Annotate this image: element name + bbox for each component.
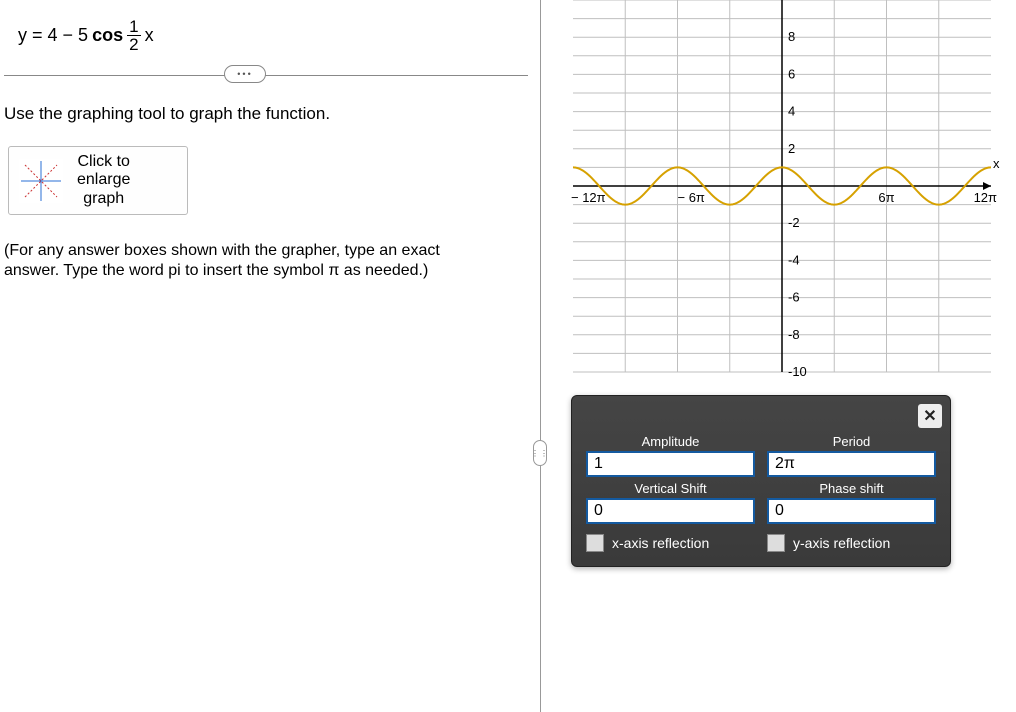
amplitude-input[interactable] [586,451,755,477]
hint-line2: answer. Type the word pi to insert the s… [4,262,428,279]
xreflect-row[interactable]: x-axis reflection [586,534,755,552]
yreflect-checkbox[interactable] [767,534,785,552]
amplitude-label: Amplitude [586,434,755,449]
equation-func: cos [92,25,123,46]
enlarge-line1: Click to [77,153,130,171]
pshift-label: Phase shift [767,481,936,496]
svg-text:-10: -10 [788,364,807,379]
equation-fraction: 1 2 [127,18,140,53]
separator [4,75,528,76]
xreflect-checkbox[interactable] [586,534,604,552]
vshift-label: Vertical Shift [586,481,755,496]
fraction-denominator: 2 [127,36,140,53]
enlarge-caption: Click to enlarge graph [77,153,130,208]
svg-text:12π: 12π [974,190,997,205]
graph-area[interactable]: -10 -8 -6 -4 -2 2 4 6 8 − 12π − 6π 6π 12π x [541,0,1016,395]
left-panel: y = 4 − 5 cos 1 2 x ••• Use the graphing… [0,0,540,712]
svg-text:6π: 6π [878,190,894,205]
period-input[interactable] [767,451,936,477]
xreflect-label: x-axis reflection [612,535,709,551]
svg-text:-4: -4 [788,252,800,267]
yreflect-row[interactable]: y-axis reflection [767,534,936,552]
enlarge-line2: enlarge [77,171,130,189]
graph-svg[interactable]: -10 -8 -6 -4 -2 2 4 6 8 − 12π − 6π 6π 12π x [541,0,1011,390]
equation-suffix: x [145,25,154,46]
parameter-panel: ✕ Amplitude Period Vertical Shift Phase … [571,395,951,567]
vshift-input[interactable] [586,498,755,524]
svg-text:4: 4 [788,104,795,119]
svg-text:− 12π: − 12π [571,190,606,205]
svg-text:8: 8 [788,29,795,44]
graph-thumbnail-icon [19,159,63,203]
more-options-button[interactable]: ••• [224,65,266,83]
svg-text:2: 2 [788,141,795,156]
svg-text:-2: -2 [788,215,800,230]
period-label: Period [767,434,936,449]
instruction-text: Use the graphing tool to graph the funct… [4,104,528,124]
enlarge-graph-button[interactable]: Click to enlarge graph [8,146,188,215]
yreflect-label: y-axis reflection [793,535,890,551]
enlarge-line3: graph [77,190,130,208]
close-icon: ✕ [923,406,936,426]
hint-text: (For any answer boxes shown with the gra… [4,241,528,281]
fraction-numerator: 1 [127,18,140,36]
svg-text:-6: -6 [788,290,800,305]
pshift-input[interactable] [767,498,936,524]
equation: y = 4 − 5 cos 1 2 x [18,18,528,53]
svg-text:x: x [993,156,1000,171]
close-button[interactable]: ✕ [918,404,942,428]
svg-text:6: 6 [788,66,795,81]
equation-prefix: y = 4 − 5 [18,25,88,46]
right-panel: -10 -8 -6 -4 -2 2 4 6 8 − 12π − 6π 6π 12π x ✕ Amplitu… [541,0,1016,712]
hint-line1: (For any answer boxes shown with the gra… [4,242,440,259]
svg-text:− 6π: − 6π [678,190,705,205]
svg-text:-8: -8 [788,327,800,342]
